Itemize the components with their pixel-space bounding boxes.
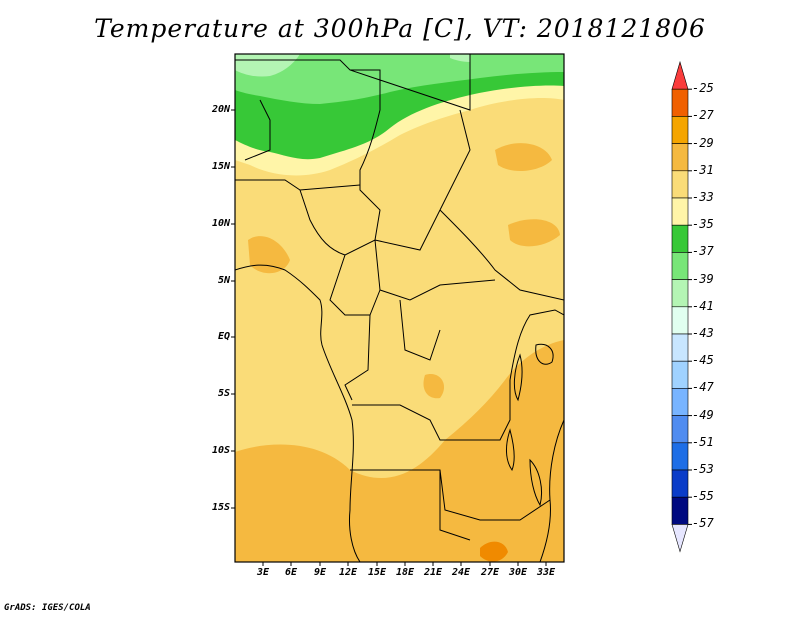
lon-label-9e: 9E [313, 567, 327, 578]
lat-label-5s: 5S [217, 388, 230, 399]
colorbar-swatch [671, 496, 689, 525]
grads-credit: GrADS: IGES/COLA [4, 603, 91, 613]
map-title: Temperature at 300hPa [C], VT: 201812180… [94, 14, 706, 43]
lon-label-27e: 27E [480, 567, 500, 578]
colorbar-swatch [671, 415, 689, 444]
lat-label-10s: 10S [211, 445, 230, 456]
colorbar-label: -37 [692, 244, 714, 259]
colorbar-label: -49 [692, 407, 714, 422]
colorbar-swatch [671, 442, 689, 471]
lon-label-12e: 12E [338, 567, 358, 578]
colorbar-label: -45 [692, 353, 714, 368]
colorbar-label: -39 [692, 271, 714, 286]
lon-label-30e: 30E [508, 567, 528, 578]
colorbar-swatch [671, 333, 689, 362]
country-borders [235, 54, 564, 562]
colorbar-swatch [671, 388, 689, 416]
colorbar-swatch [671, 143, 689, 172]
lon-label-15e: 15E [367, 567, 387, 578]
lat-label-15s: 15S [211, 502, 230, 513]
colorbar-swatch [671, 279, 689, 308]
colorbar-swatch [671, 197, 689, 226]
lat-label-10n: 10N [211, 218, 230, 229]
lon-label-21e: 21E [423, 567, 443, 578]
lat-label-eq: EQ [217, 331, 230, 342]
map-frame [234, 53, 565, 563]
lat-tick-marks [231, 109, 235, 509]
colorbar-label: -33 [692, 190, 714, 204]
colorbar-label: -27 [692, 108, 714, 123]
temperature-field [235, 54, 564, 562]
colorbar-swatch [671, 88, 689, 117]
lon-label-3e: 3E [256, 567, 270, 578]
colorbar-swatch [671, 360, 689, 389]
colorbar-label: -31 [692, 162, 714, 177]
colorbar-swatch [671, 524, 689, 553]
colorbar-swatch [671, 60, 689, 90]
colorbar [671, 60, 692, 553]
lat-label-5n: 5N [217, 275, 230, 286]
lat-label-20n: 20N [211, 104, 230, 115]
colorbar-label: -29 [692, 135, 714, 150]
colorbar-label: -53 [692, 462, 714, 476]
lon-label-6e: 6E [284, 567, 298, 578]
lon-tick-marks [262, 562, 547, 566]
colorbar-swatch [671, 306, 689, 335]
lon-label-18e: 18E [395, 567, 415, 578]
colorbar-swatch [671, 170, 689, 199]
colorbar-label: -57 [692, 516, 714, 531]
colorbar-swatch [671, 469, 689, 498]
lat-label-15n: 15N [211, 161, 230, 172]
colorbar-label: -25 [692, 81, 714, 96]
colorbar-swatch [671, 224, 689, 253]
lon-label-24e: 24E [451, 567, 471, 578]
lon-label-33e: 33E [536, 567, 556, 578]
colorbar-label: -47 [692, 380, 714, 395]
colorbar-label: -41 [692, 298, 714, 313]
colorbar-swatch [671, 252, 689, 280]
colorbar-label: -51 [692, 434, 714, 449]
colorbar-label: -35 [692, 217, 714, 232]
colorbar-label: -43 [692, 326, 714, 340]
colorbar-swatch [671, 116, 689, 144]
colorbar-label: -55 [692, 489, 714, 504]
